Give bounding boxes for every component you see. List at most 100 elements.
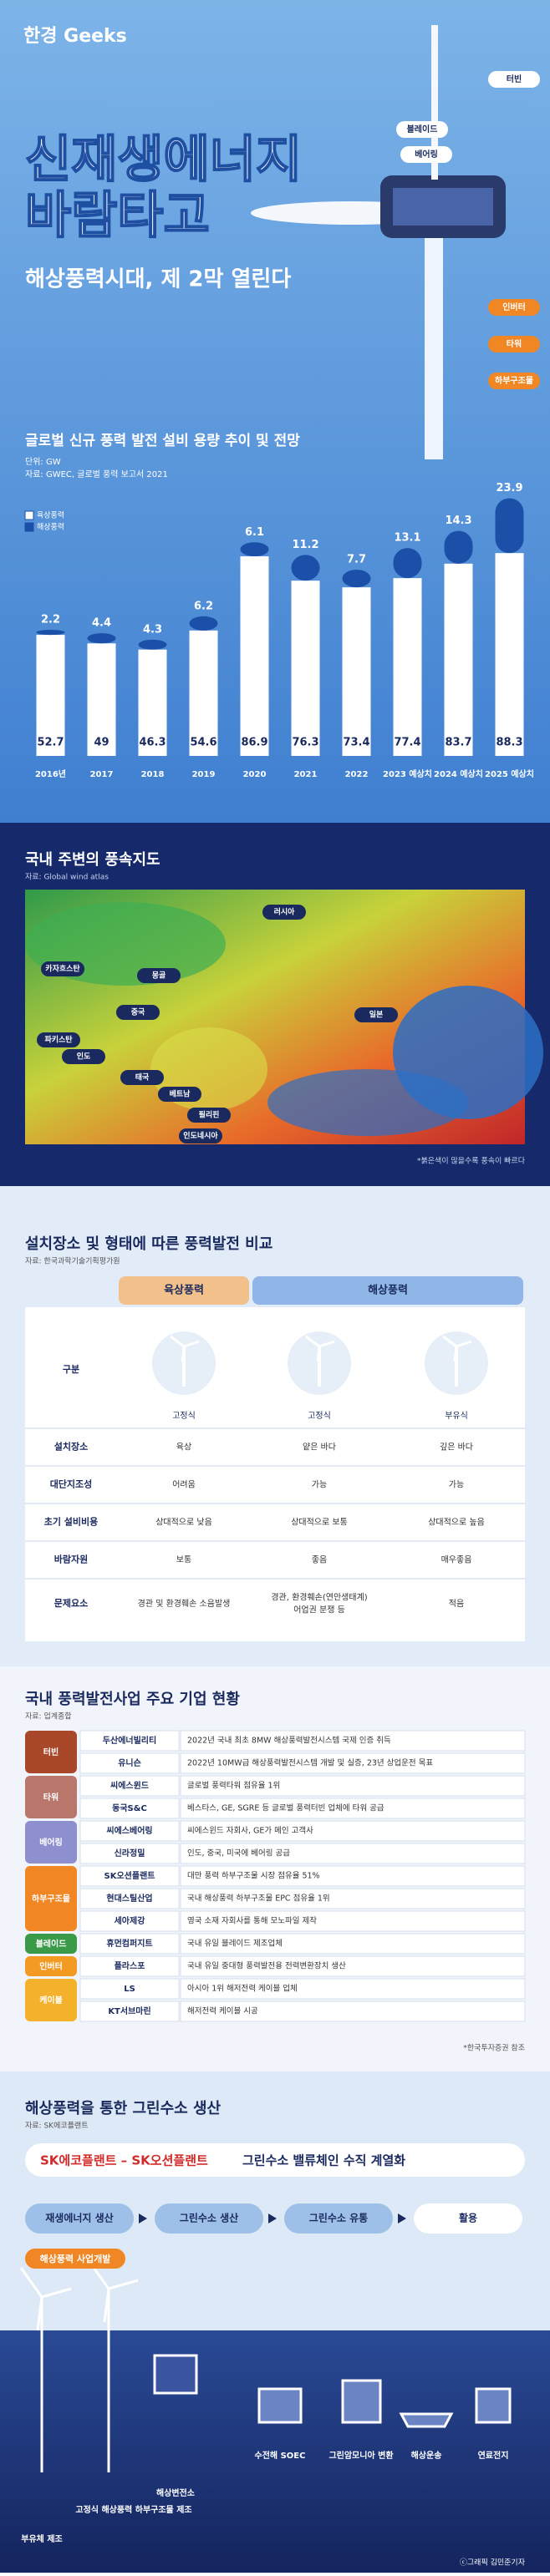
section-title: 국내 주변의 풍속지도 — [25, 851, 160, 869]
group-label-bg — [25, 1731, 77, 1773]
value-label: 88.3 — [496, 737, 522, 749]
company-desc: 해저전력 케이블 시공 — [187, 2006, 258, 2016]
desc-cell — [180, 1888, 526, 1909]
value-label: 23.9 — [496, 482, 522, 494]
desc-cell — [180, 1865, 526, 1887]
flow-label: 그린수소 생산 — [180, 2212, 238, 2224]
cell: 경관, 환경훼손(연안생태계) — [271, 1592, 367, 1603]
bar-segment — [87, 643, 116, 756]
company-desc: 대만 풍력 하부구조물 시장 점유율 51% — [187, 1871, 320, 1881]
company-cell — [79, 1843, 180, 1864]
source: 자료: 업계종합 — [25, 1711, 72, 1722]
group-label-bg — [25, 1866, 77, 1931]
company-cell — [79, 1978, 180, 2000]
illustration-label: 부유체 제조 — [21, 2533, 62, 2544]
bar-segment — [36, 630, 65, 636]
x-tick-label: 2018 — [141, 770, 165, 779]
value-label: 46.3 — [139, 737, 166, 749]
map-label-bg — [37, 1032, 80, 1047]
company-desc: 인도, 중국, 미국에 베어링 공급 — [187, 1848, 290, 1858]
company: LS — [124, 1985, 135, 1994]
value-label: 4.4 — [92, 617, 111, 630]
type-label: 부유식 — [445, 1411, 468, 1421]
map-label: 러시아 — [274, 907, 296, 917]
company: 신라정밀 — [115, 1848, 145, 1858]
map-label: 중국 — [131, 1008, 145, 1017]
bar-segment — [495, 553, 524, 756]
cell: 상대적으로 높음 — [428, 1518, 485, 1528]
map-label: 인도 — [77, 1052, 91, 1062]
illustration-label: 해상변전소 — [156, 2487, 195, 2498]
flow-step — [284, 2203, 393, 2234]
company-cell — [79, 1798, 180, 1819]
map-label-bg — [354, 1007, 398, 1022]
flow-label: 활용 — [459, 2212, 477, 2224]
x-tick-label: 2016년 — [35, 768, 66, 779]
value-label: 86.9 — [241, 737, 267, 749]
part-pill — [396, 121, 448, 138]
credit: ⓒ그래픽 김민준기자 — [460, 2558, 526, 2568]
banner-text: 그린수소 밸류체인 수직 계열화 — [242, 2153, 405, 2168]
hydrogen-illustration — [19, 2259, 512, 2472]
part-pill — [400, 146, 452, 163]
company-desc: 국내 유일 중대형 풍력발전용 전력변환장치 생산 — [187, 1961, 346, 1971]
logo: 한경 Geeks — [23, 26, 127, 47]
map-label-bg — [262, 905, 306, 920]
company: SK오션플랜트 — [104, 1870, 155, 1881]
company: 두산에너빌리티 — [103, 1735, 156, 1746]
part-pill — [488, 299, 540, 316]
map-label: 카자흐스탄 — [45, 964, 80, 974]
company: 동국S&C — [112, 1803, 147, 1813]
x-tick-label: 2022 — [345, 770, 369, 779]
note: *붉은색이 많을수록 풍속이 빠르다 — [417, 1157, 526, 1166]
row-label: 바람자원 — [54, 1554, 88, 1565]
source: 자료: 한국과학기술기획평가원 — [25, 1256, 120, 1266]
icon-blade — [170, 1335, 200, 1362]
group-label-bg — [25, 1821, 77, 1864]
group-label: 인버터 — [39, 1961, 63, 1972]
flow-step — [155, 2203, 263, 2234]
bar-segment — [138, 639, 167, 650]
company-desc: 국내 해상풍력 하부구조물 EPC 점유율 1위 — [187, 1894, 330, 1904]
illustration-label: 연료전지 — [478, 2450, 509, 2461]
subtitle: 해상풍력시대, 제 2막 열린다 — [25, 267, 291, 292]
cell: 적음 — [449, 1599, 464, 1609]
unit: 단위: GW — [25, 456, 61, 467]
row-label: 구분 — [63, 1364, 79, 1375]
bar-segment — [240, 556, 269, 756]
x-tick-label: 2020 — [243, 770, 267, 779]
tag-text: 해상풍력 사업개발 — [40, 2253, 111, 2264]
bar-segment — [444, 530, 473, 564]
desc-cell — [180, 1910, 526, 1932]
company-desc: 씨에스윈드 자회사, GE가 메인 고객사 — [187, 1827, 313, 1836]
flow-label: 재생에너지 생산 — [45, 2212, 113, 2224]
flow-step — [25, 2203, 134, 2234]
group-label: 하부구조물 — [32, 1894, 70, 1904]
x-tick-label: 2021 — [294, 770, 318, 779]
cell: 상대적으로 낮음 — [155, 1518, 212, 1528]
value-label: 2.2 — [41, 614, 60, 626]
company: 현대스틸산업 — [106, 1893, 152, 1904]
row-label: 초기 설비비용 — [44, 1516, 99, 1528]
illustration-label: 고정식 해상풍력 하부구조물 제조 — [75, 2504, 191, 2515]
map-label-bg — [179, 1128, 222, 1143]
group-label: 케이블 — [39, 1995, 63, 2006]
group-label: 베어링 — [39, 1837, 63, 1848]
desc-cell — [180, 1775, 526, 1797]
turbine-illustration — [251, 25, 506, 459]
map-label: 베트남 — [170, 1089, 191, 1099]
cell: 깊은 바다 — [440, 1443, 473, 1453]
cell: 가능 — [312, 1480, 327, 1490]
section-title: 해상풍력을 통한 그린수소 생산 — [25, 2100, 222, 2117]
value-label: 76.3 — [292, 737, 318, 749]
part-pill — [488, 71, 540, 88]
chart-title: 글로벌 신규 풍력 발전 설비 용량 추이 및 전망 — [25, 433, 300, 449]
part-pill — [488, 336, 540, 352]
desc-cell — [180, 1820, 526, 1842]
row-label: 대단지조성 — [50, 1478, 93, 1490]
value-label: 83.7 — [445, 737, 471, 749]
value-label: 49 — [94, 737, 109, 749]
group-label-bg — [25, 1956, 77, 1976]
cell: 보통 — [176, 1555, 191, 1565]
desc-cell — [180, 1933, 526, 1955]
